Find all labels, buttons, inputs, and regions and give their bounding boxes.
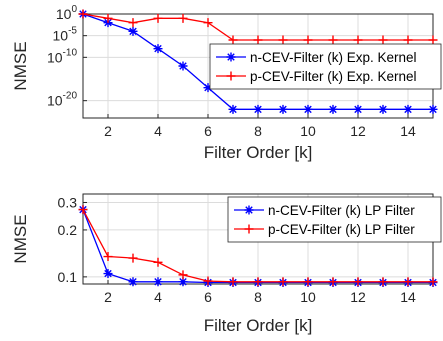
data-point-marker [253, 277, 263, 287]
x-tick-label: 14 [400, 289, 416, 305]
data-point-marker [278, 277, 288, 287]
data-point-marker [78, 205, 88, 215]
x-tick-label: 10 [300, 289, 316, 305]
data-point-marker [153, 257, 163, 267]
data-point-marker [403, 277, 413, 287]
data-point-marker [178, 61, 188, 71]
data-point-marker [253, 104, 263, 114]
data-point-marker [403, 35, 413, 45]
x-tick-label: 12 [350, 289, 366, 305]
legend-marker [226, 71, 236, 81]
legend: n-CEV-Filter (k) Exp. Kernel p-CEV-Filter… [209, 43, 442, 90]
data-point-marker [203, 276, 213, 286]
data-point-marker [153, 13, 163, 23]
data-point-marker [128, 277, 138, 287]
y-tick-label: 0.3 [58, 194, 78, 210]
y-tick-label: 100 [56, 4, 78, 22]
legend: n-CEV-Filter (k) LP Filter p-CEV-Filter (… [227, 196, 442, 243]
legend-marker [244, 224, 254, 234]
data-point-marker [103, 13, 113, 23]
x-tick-label: 2 [104, 123, 112, 139]
data-point-marker [178, 13, 188, 23]
y-tick-label: 0.2 [58, 222, 78, 238]
data-point-marker [203, 18, 213, 28]
data-point-marker [303, 35, 313, 45]
legend-label: p-CEV-Filter (k) LP Filter [268, 222, 415, 237]
data-point-marker [228, 277, 238, 287]
legend-item-2: p-CEV-Filter (k) LP Filter [234, 222, 415, 237]
data-point-marker [428, 104, 438, 114]
data-point-marker [203, 83, 213, 93]
legend-box [209, 43, 442, 90]
data-point-marker [353, 35, 363, 45]
data-point-marker [153, 44, 163, 54]
data-point-marker [353, 277, 363, 287]
data-point-marker [328, 35, 338, 45]
data-point-marker [228, 35, 238, 45]
data-point-marker [378, 277, 388, 287]
x-tick-label: 14 [400, 123, 416, 139]
x-tick-label: 12 [350, 123, 366, 139]
y-axis-label: NMSE [11, 41, 30, 90]
legend-label: n-CEV-Filter (k) Exp. Kernel [250, 50, 417, 65]
data-point-marker [428, 35, 438, 45]
data-point-marker [228, 104, 238, 114]
data-point-marker [403, 104, 413, 114]
data-point-marker [78, 9, 88, 19]
y-axis-label: NMSE [11, 214, 30, 263]
legend-marker [226, 52, 236, 62]
legend-box [227, 196, 442, 243]
data-point-marker [103, 269, 113, 279]
y-tick-label: 10-5 [53, 26, 78, 44]
x-axis-label: Filter Order [k] [204, 143, 313, 162]
data-point-marker [278, 35, 288, 45]
x-tick-label: 6 [204, 123, 212, 139]
data-point-marker [128, 26, 138, 36]
legend-item-1: n-CEV-Filter (k) Exp. Kernel [216, 50, 417, 65]
data-point-marker [378, 35, 388, 45]
data-point-marker [328, 277, 338, 287]
data-point-marker [178, 270, 188, 280]
data-point-marker [153, 277, 163, 287]
y-tick-label: 10-10 [47, 47, 77, 65]
x-tick-label: 6 [204, 289, 212, 305]
x-axis-label: Filter Order [k] [204, 316, 313, 335]
data-point-marker [278, 104, 288, 114]
top-panel: 2 4 6 8 10 12 14 100 10-5 10-10 10-20 Filter Order … [11, 4, 442, 162]
legend-item-2: p-CEV-Filter (k) Exp. Kernel [216, 69, 417, 84]
x-tick-label: 4 [154, 123, 162, 139]
data-point-marker [103, 252, 113, 262]
x-tick-label: 4 [154, 289, 162, 305]
legend-label: p-CEV-Filter (k) Exp. Kernel [250, 69, 417, 84]
data-point-marker [128, 253, 138, 263]
data-point-marker [253, 35, 263, 45]
data-point-marker [328, 104, 338, 114]
x-tick-label: 10 [300, 123, 316, 139]
legend-marker [244, 205, 254, 215]
data-point-marker [378, 104, 388, 114]
x-tick-label: 8 [254, 123, 262, 139]
data-point-marker [128, 18, 138, 28]
data-point-marker [428, 277, 438, 287]
y-tick-label: 10-20 [47, 91, 77, 109]
x-tick-label: 2 [104, 289, 112, 305]
data-point-marker [303, 104, 313, 114]
data-point-marker [178, 277, 188, 287]
data-point-marker [353, 104, 363, 114]
legend-label: n-CEV-Filter (k) LP Filter [268, 203, 415, 218]
y-tick-label: 0.1 [58, 269, 78, 285]
legend-item-1: n-CEV-Filter (k) LP Filter [234, 203, 415, 218]
data-point-marker [303, 277, 313, 287]
x-tick-label: 8 [254, 289, 262, 305]
bottom-panel: 2 4 6 8 10 12 14 0.1 0.2 0.3 Filter Order [k] NMSE n… [11, 193, 442, 335]
